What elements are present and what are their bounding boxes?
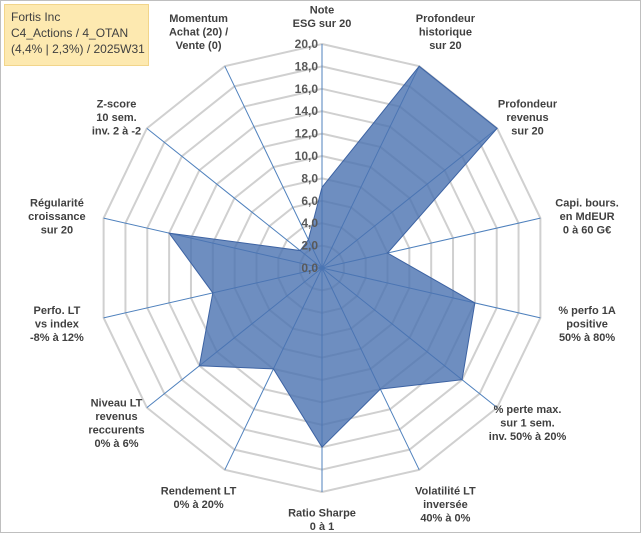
series-area	[168, 65, 498, 448]
info-box: Fortis Inc C4_Actions / 4_OTAN (4,4% | 2…	[4, 4, 149, 66]
category-label-line: historique	[419, 26, 472, 38]
category-label-line: 0 à 1	[310, 521, 334, 533]
category-labels: Note ESG sur 20 Profondeur historique sur 20…	[28, 5, 619, 534]
category-label-line: 0 à 60 G€	[563, 224, 611, 236]
category-label-line: 10 sem.	[96, 112, 136, 124]
category-label: Niveau LT revenus reccurents 0% à 6%	[88, 397, 144, 450]
tick-label: 12,0	[295, 127, 319, 141]
category-label: Perfo. LT vs index -8% à 12%	[30, 305, 84, 344]
category-label-line: Note	[310, 5, 334, 17]
tick-labels: 0,0 2,0 4,0 6,0 8,0 10,0 12,0 14,0 16,0 18,0 20,0	[295, 37, 319, 275]
category-label-line: Vente (0)	[176, 40, 222, 52]
category-label-line: 40% à 0%	[420, 513, 470, 525]
category-label-line: sur 1 sem.	[500, 418, 554, 430]
category-label-line: % perfo 1A	[558, 305, 616, 317]
category-label-line: ESG sur 20	[293, 18, 352, 30]
category-label-line: Profondeur	[498, 98, 558, 110]
category-label-line: positive	[566, 319, 608, 331]
category-label: Note ESG sur 20	[293, 5, 352, 31]
category-label-line: Momentum	[169, 13, 228, 25]
category-label-line: Volatilité LT	[415, 486, 476, 498]
category-label-line: Achat (20) /	[169, 26, 228, 38]
tick-label: 10,0	[295, 149, 319, 163]
category-label: Z-score 10 sem. inv. 2 à -2	[92, 98, 141, 137]
category-label-line: inv. 2 à -2	[92, 125, 141, 137]
category-label-line: sur 20	[429, 40, 461, 52]
tick-label: 14,0	[295, 104, 319, 118]
spoke-line	[146, 127, 323, 269]
category-label: Momentum Achat (20) / Vente (0)	[169, 13, 228, 52]
category-label-line: -8% à 12%	[30, 332, 84, 344]
category-label: Rendement LT 0% à 20%	[161, 486, 237, 512]
category-label-line: Z-score	[97, 98, 137, 110]
tick-label: 8,0	[301, 171, 318, 185]
category-label-line: Perfo. LT	[33, 305, 80, 317]
category-label: Profondeur historique sur 20	[416, 13, 476, 52]
info-company: Fortis Inc	[11, 10, 61, 24]
category-label-line: 50% à 80%	[559, 332, 615, 344]
category-label-line: revenus	[506, 112, 548, 124]
category-label-line: reccurents	[88, 424, 144, 436]
category-label-line: revenus	[95, 411, 137, 423]
category-label-line: Ratio Sharpe	[288, 508, 356, 520]
category-label-line: Régularité	[30, 197, 84, 209]
category-label-line: Rendement LT	[161, 486, 237, 498]
info-category: C4_Actions / 4_OTAN	[11, 26, 129, 40]
category-label-line: Profondeur	[416, 13, 476, 25]
tick-label: 4,0	[301, 216, 318, 230]
info-stats: (4,4% | 2,3%) / 2025W31	[11, 42, 145, 56]
category-label: % perfo 1A positive 50% à 80%	[558, 305, 616, 344]
tick-label: 20,0	[295, 37, 319, 51]
tick-label: 6,0	[301, 194, 318, 208]
tick-label: 16,0	[295, 82, 319, 96]
category-label: Profondeur revenus sur 20	[498, 98, 558, 137]
category-label: Ratio Sharpe 0 à 1	[288, 508, 356, 534]
spoke-line	[224, 65, 323, 269]
category-label-line: inv. 50% à 20%	[489, 431, 567, 443]
category-label-line: en MdEUR	[560, 211, 615, 223]
category-label: % perte max. sur 1 sem. inv. 50% à 20%	[489, 404, 567, 443]
tick-label: 18,0	[295, 59, 319, 73]
category-label-line: 0% à 6%	[94, 438, 138, 450]
category-label-line: sur 20	[511, 125, 543, 137]
category-label: Régularité croissance sur 20	[28, 197, 85, 236]
tick-label: 2,0	[301, 239, 318, 253]
category-label: Capi. bours. en MdEUR 0 à 60 G€	[555, 197, 619, 236]
category-label-line: croissance	[28, 211, 85, 223]
category-label-line: Niveau LT	[91, 397, 143, 409]
category-label-line: vs index	[35, 319, 80, 331]
category-label: Volatilité LT inversée 40% à 0%	[415, 486, 476, 525]
category-label-line: 0% à 20%	[174, 499, 224, 511]
category-label-line: Capi. bours.	[555, 197, 619, 209]
category-label-line: sur 20	[41, 224, 73, 236]
category-label-line: % perte max.	[494, 404, 562, 416]
category-label-line: inversée	[423, 499, 468, 511]
tick-label: 0,0	[301, 261, 318, 275]
